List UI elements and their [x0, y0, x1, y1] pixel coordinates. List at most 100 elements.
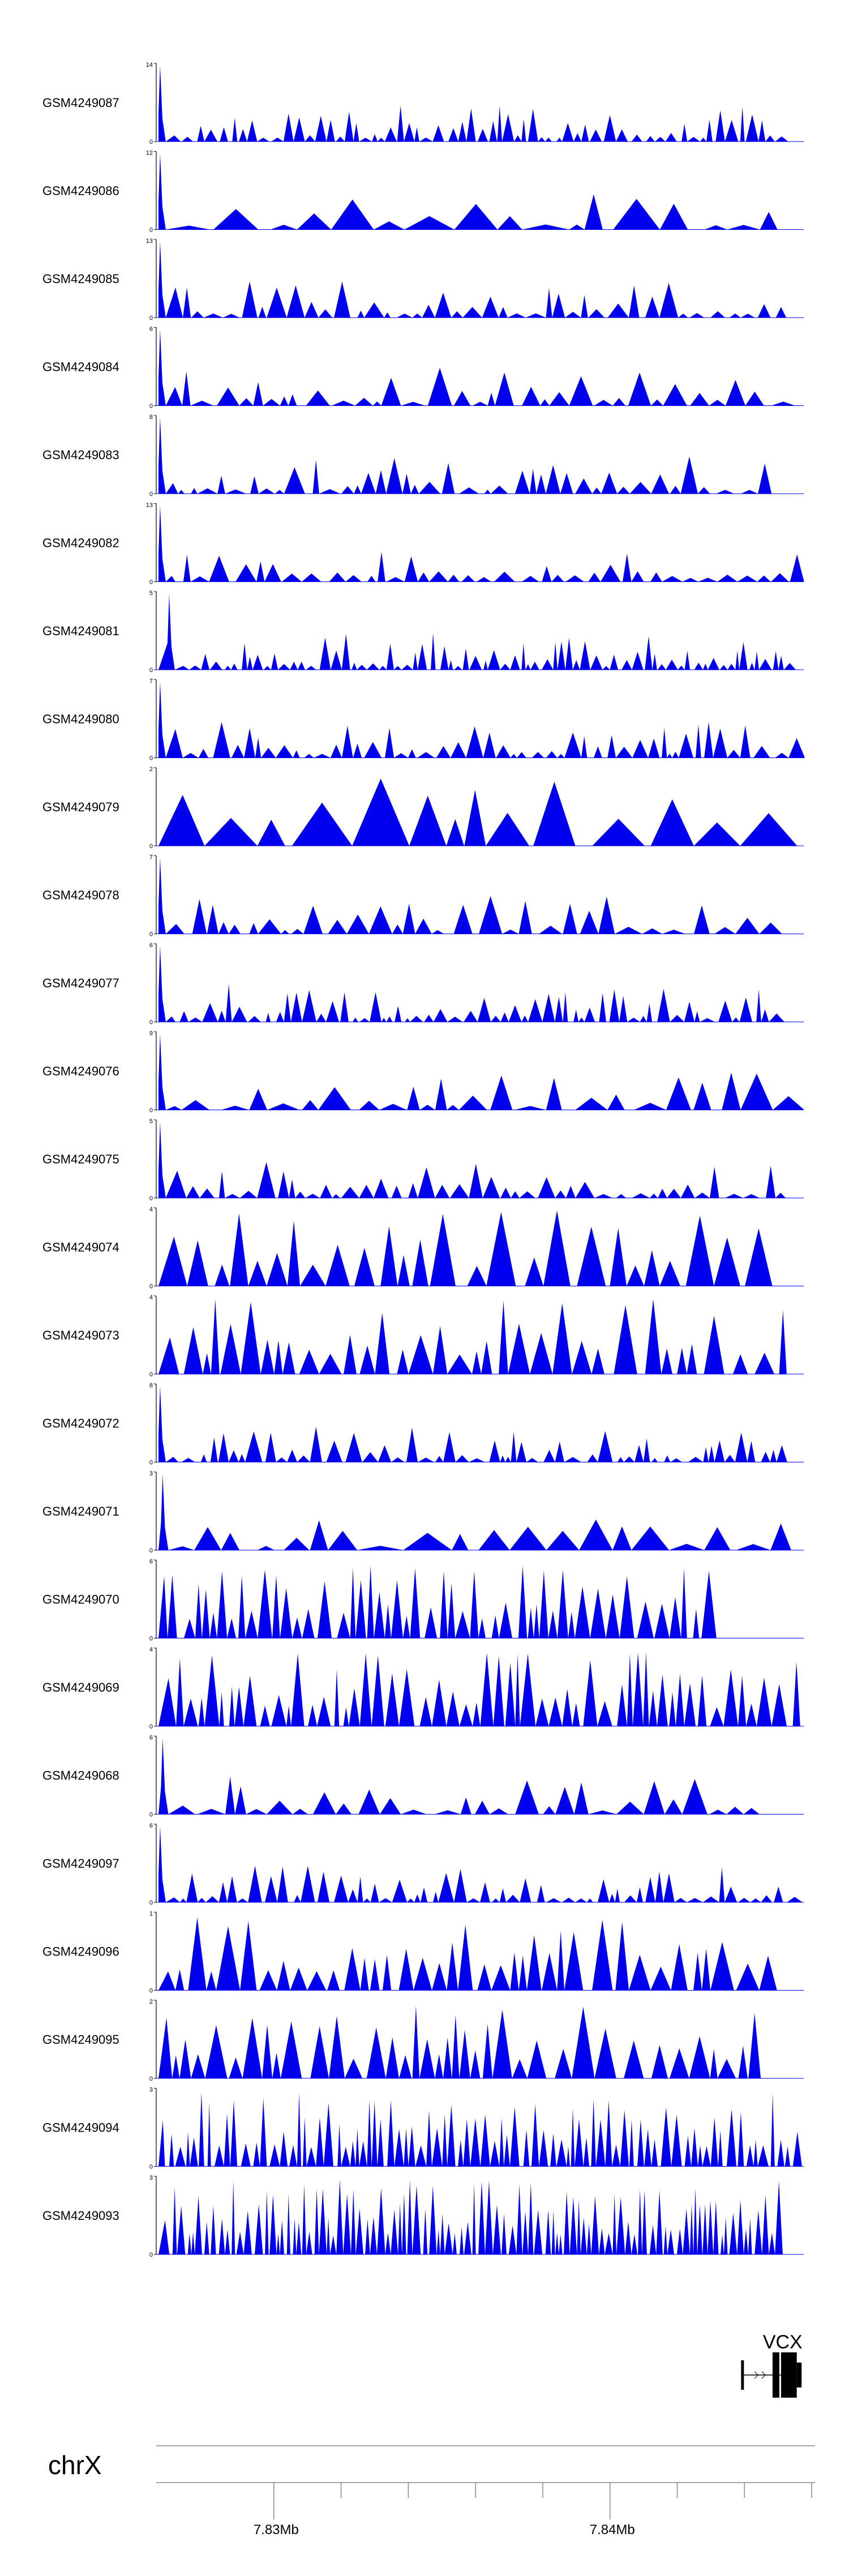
track-zero-label: 0: [149, 1107, 153, 1114]
coverage-area: [158, 2180, 783, 2254]
coverage-area: [158, 1386, 787, 1462]
track-label: GSM4249081: [42, 624, 119, 638]
track-GSM4249094: GSM4249094 3 0: [42, 2087, 804, 2171]
coverage-area: [158, 506, 804, 582]
track-ymax-label: 7: [149, 854, 153, 861]
track-label: GSM4249093: [42, 2209, 119, 2223]
track-zero-label: 0: [149, 1019, 153, 1026]
coverage-area: [158, 1651, 800, 1726]
track-ymax-label: 8: [149, 1383, 153, 1389]
track-zero-label: 0: [149, 139, 153, 146]
track-zero-label: 0: [149, 1812, 153, 1818]
track-label: GSM4249069: [42, 1680, 119, 1694]
track-ymax-label: 6: [149, 326, 153, 333]
track-GSM4249081: GSM4249081 5 0: [42, 590, 804, 674]
track-ymax-label: 5: [149, 590, 153, 597]
track-zero-label: 0: [149, 931, 153, 938]
coverage-area: [158, 946, 784, 1022]
track-label: GSM4249077: [42, 976, 119, 990]
track-label: GSM4249095: [42, 2032, 119, 2047]
track-ymax-label: 3: [149, 1470, 153, 1477]
coverage-area: [158, 682, 805, 758]
track-zero-label: 0: [149, 227, 153, 234]
track-zero-label: 0: [149, 1195, 153, 1202]
track-label: GSM4249075: [42, 1152, 119, 1166]
track-zero-label: 0: [149, 491, 153, 498]
track-label: GSM4249076: [42, 1064, 119, 1079]
track-GSM4249084: GSM4249084 6 0: [42, 326, 804, 410]
coverage-area: [158, 330, 795, 406]
track-zero-label: 0: [149, 1283, 153, 1290]
track-ymax-label: 8: [149, 414, 153, 421]
track-label: GSM4249096: [42, 1945, 119, 1959]
track-zero-label: 0: [149, 843, 153, 850]
track-ymax-label: 12: [146, 150, 153, 157]
track-ymax-label: 13: [146, 502, 153, 509]
track-zero-label: 0: [149, 755, 153, 762]
track-GSM4249082: GSM4249082 13 0: [42, 502, 804, 586]
track-GSM4249073: GSM4249073 4 0: [42, 1294, 804, 1378]
coverage-area: [158, 1826, 803, 1902]
chromosome-axis: chrX 7.83Mb 7.84Mb: [48, 2445, 815, 2538]
track-label: GSM4249074: [42, 1240, 119, 1255]
track-ymax-label: 6: [149, 942, 153, 949]
track-GSM4249068: GSM4249068 6 0: [42, 1735, 804, 1818]
track-zero-label: 0: [149, 1460, 153, 1466]
track-ymax-label: 5: [149, 1118, 153, 1125]
coverage-area: [158, 1299, 787, 1374]
coverage-area: [158, 778, 797, 846]
track-ymax-label: 7: [149, 678, 153, 685]
track-zero-label: 0: [149, 2076, 153, 2082]
track-zero-label: 0: [149, 1899, 153, 1906]
coverage-area: [158, 858, 782, 934]
track-GSM4249086: GSM4249086 12 0: [42, 150, 804, 234]
track-ymax-label: 6: [149, 1735, 153, 1741]
track-label: GSM4249073: [42, 1328, 119, 1342]
track-ymax-label: 9: [149, 1030, 153, 1037]
track-zero-label: 0: [149, 2252, 153, 2258]
track-ymax-label: 1: [149, 1911, 153, 1918]
track-GSM4249087: GSM4249087 14 0: [42, 62, 804, 146]
track-GSM4249077: GSM4249077 6 0: [42, 942, 804, 1026]
gene-exon: [781, 2352, 797, 2398]
track-label: GSM4249078: [42, 888, 119, 902]
coverage-area: [158, 1122, 790, 1198]
track-ymax-label: 13: [146, 238, 153, 245]
coverage-area: [158, 242, 792, 318]
track-label: GSM4249082: [42, 536, 119, 550]
coverage-area: [158, 1918, 777, 1991]
track-ymax-label: 6: [149, 1822, 153, 1829]
gene-exon: [772, 2352, 779, 2398]
track-GSM4249074: GSM4249074 4 0: [42, 1206, 804, 1290]
track-ymax-label: 3: [149, 2175, 153, 2181]
gene-label: VCX: [763, 2331, 803, 2353]
gene-exon: [796, 2363, 802, 2387]
gene-strand-arrow: [754, 2371, 758, 2379]
track-GSM4249080: GSM4249080 7 0: [42, 678, 805, 762]
track-zero-label: 0: [149, 579, 153, 586]
coverage-area: [158, 1474, 791, 1550]
track-GSM4249079: GSM4249079 2 0: [42, 766, 804, 850]
track-GSM4249069: GSM4249069 4 0: [42, 1646, 804, 1730]
track-ymax-label: 4: [149, 1294, 153, 1301]
axis-tick-label: 7.84Mb: [590, 2522, 635, 2538]
track-GSM4249070: GSM4249070 6 0: [42, 1559, 804, 1642]
track-label: GSM4249080: [42, 712, 119, 726]
track-zero-label: 0: [149, 667, 153, 674]
gene-exon: [741, 2360, 744, 2390]
coverage-area: [158, 153, 778, 230]
gene-track: VCX: [741, 2331, 803, 2398]
track-label: GSM4249085: [42, 272, 119, 286]
track-label: GSM4249079: [42, 800, 119, 814]
track-GSM4249097: GSM4249097 6 0: [42, 1822, 804, 1906]
coverage-area: [158, 2092, 802, 2167]
coverage-area: [158, 1210, 784, 1286]
track-label: GSM4249068: [42, 1769, 119, 1783]
track-zero-label: 0: [149, 1988, 153, 1995]
track-label: GSM4249071: [42, 1504, 119, 1518]
track-ymax-label: 3: [149, 2087, 153, 2094]
track-GSM4249095: GSM4249095 2 0: [42, 1999, 804, 2082]
track-zero-label: 0: [149, 1547, 153, 1554]
coverage-area: [158, 594, 796, 670]
track-ymax-label: 4: [149, 1646, 153, 1653]
